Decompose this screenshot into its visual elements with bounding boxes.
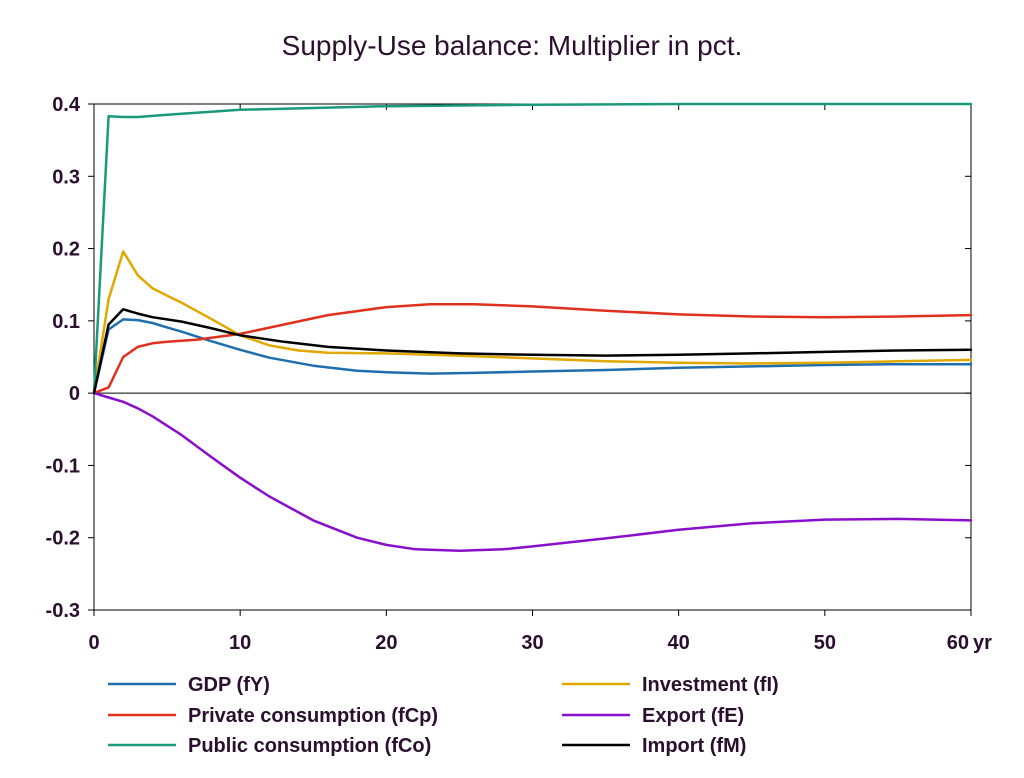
series-line-3	[92, 391, 973, 552]
series-line-4	[92, 102, 973, 395]
y-tick-label: 0.2	[52, 239, 80, 261]
plot-frame	[93, 103, 972, 611]
x-unit-label: yr	[973, 632, 992, 654]
axes: -0.3 -0.2 -0.1 0 0.1 0.2 0.3 0.4 0 10 20 30 40 50 60 yr	[46, 94, 993, 654]
series-line-2	[92, 302, 973, 395]
x-tick-label: 0	[88, 632, 99, 654]
series-lines	[92, 102, 973, 552]
y-tick-label: 0.1	[52, 311, 80, 333]
series-line-0	[92, 318, 973, 395]
x-tick-label: 40	[668, 632, 690, 654]
x-tick-label: 30	[521, 632, 543, 654]
series-line-1	[92, 250, 973, 395]
x-tick-label: 20	[375, 632, 397, 654]
series-line-5	[92, 308, 973, 395]
legend-label-1: Investment (fI)	[642, 674, 779, 696]
y-tick-label: -0.1	[46, 455, 80, 477]
legend: GDP (fY) Investment (fI) Private consumpti…	[108, 674, 779, 757]
x-tick-label: 10	[229, 632, 251, 654]
y-tick-label: 0.4	[52, 94, 81, 116]
y-tick-label: -0.3	[46, 600, 80, 622]
legend-label-4: Public consumption (fCo)	[188, 735, 431, 757]
legend-label-0: GDP (fY)	[188, 674, 270, 696]
x-tick-label: 60	[947, 632, 969, 654]
y-tick-label: 0	[69, 383, 80, 405]
chart-title: Supply-Use balance: Multiplier in pct.	[281, 30, 743, 61]
x-tick-label: 50	[814, 632, 836, 654]
legend-label-2: Private consumption (fCp)	[188, 705, 438, 727]
legend-label-5: Import (fM)	[642, 735, 746, 757]
legend-label-3: Export (fE)	[642, 705, 744, 727]
y-tick-label: -0.2	[46, 528, 80, 550]
y-tick-label: 0.3	[52, 166, 80, 188]
